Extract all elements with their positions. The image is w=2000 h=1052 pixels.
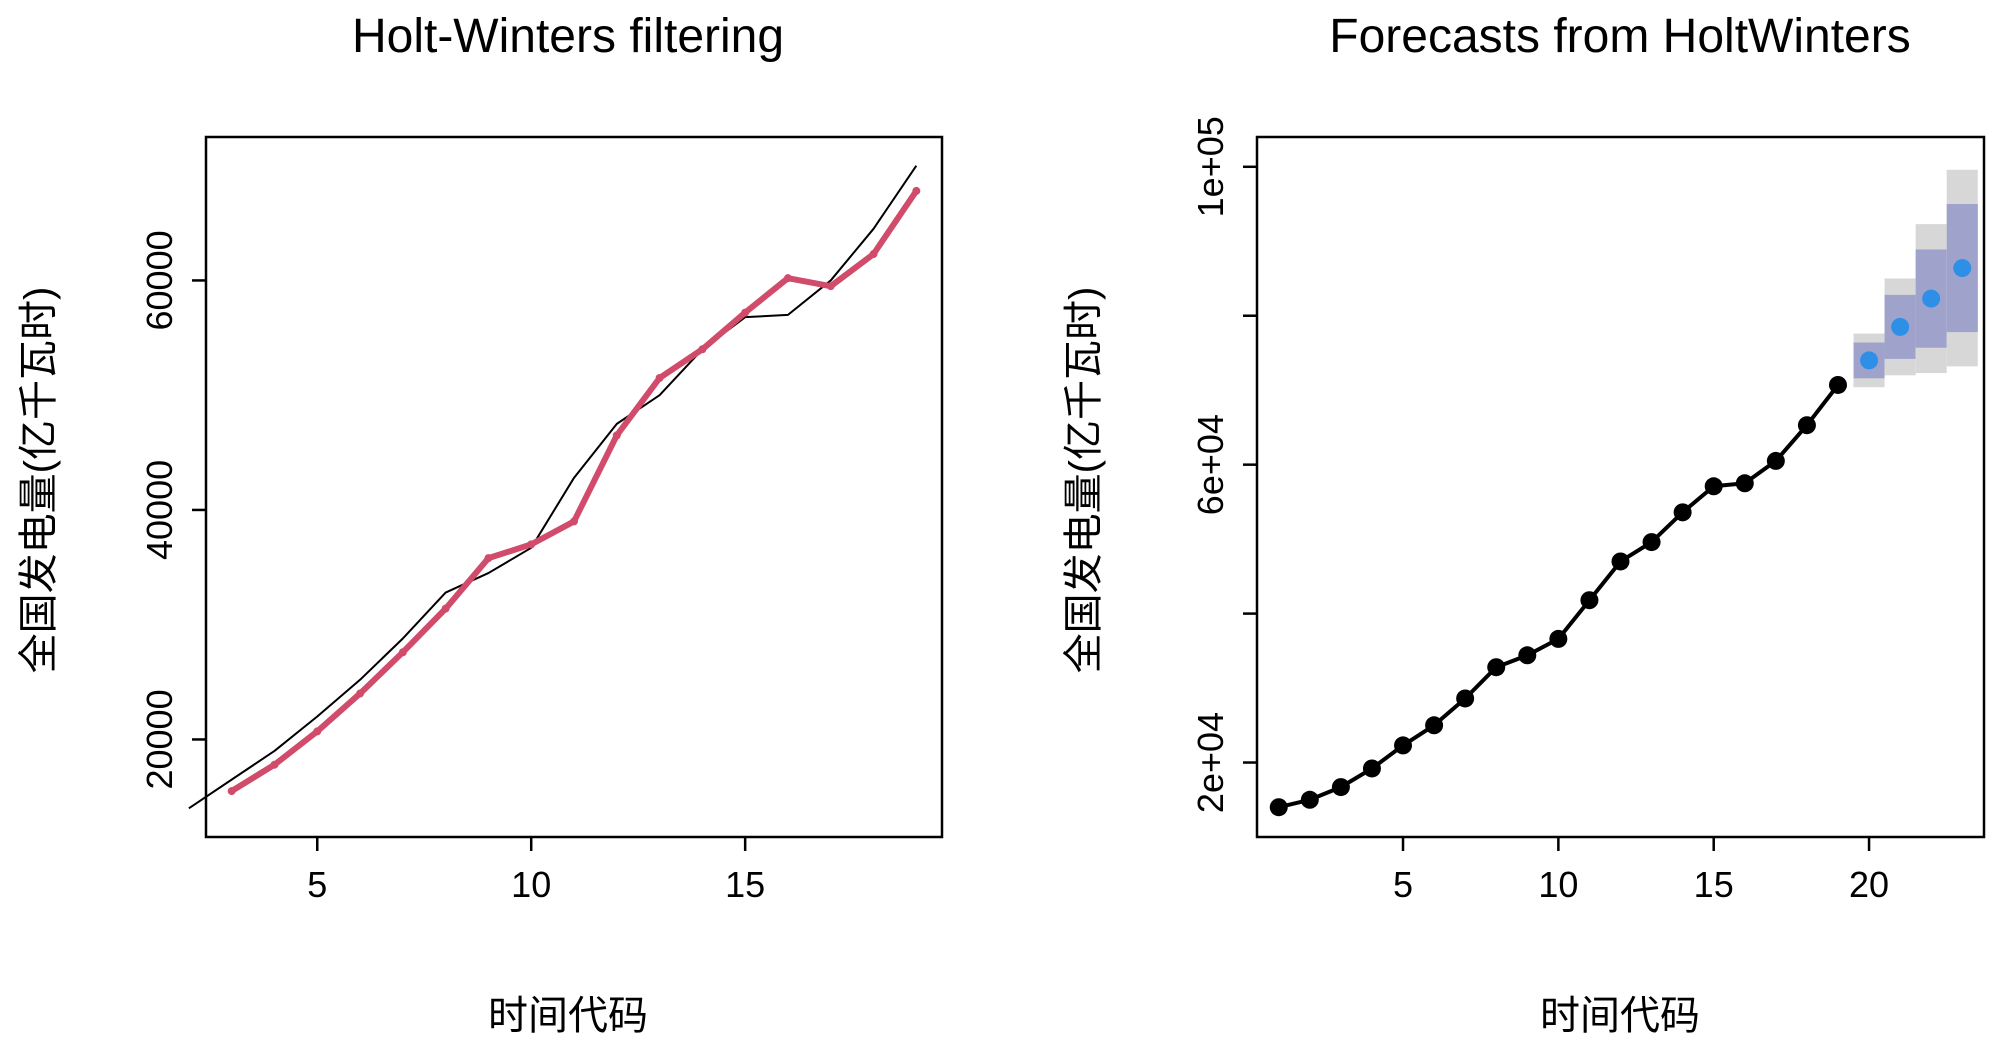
fitted-point	[869, 250, 878, 259]
x-tick-label: 20	[1849, 864, 1889, 905]
observed-point	[1487, 658, 1506, 677]
observed-point	[1456, 689, 1475, 708]
x-tick-label: 15	[1694, 864, 1734, 905]
y-tick-label: 1e+05	[1190, 116, 1231, 217]
fitted-point	[356, 689, 365, 698]
observed-point	[1766, 451, 1785, 470]
x-tick-label: 10	[511, 864, 551, 905]
fitted-point	[570, 517, 578, 526]
y-axis-label: 全国发电量(亿千瓦时)	[17, 287, 61, 674]
x-tick-label: 10	[1538, 864, 1578, 905]
fitted-point	[398, 648, 407, 657]
observed-point	[1642, 533, 1661, 552]
fitted-point	[698, 345, 707, 354]
observed-point	[1300, 790, 1319, 809]
fitted-point	[826, 282, 835, 291]
observed-point	[1580, 591, 1599, 610]
y-tick-label: 2e+04	[1190, 712, 1231, 813]
y-tick-label: 6e+04	[1190, 414, 1231, 515]
fitted-point	[484, 554, 493, 563]
observed-point	[1269, 798, 1288, 817]
plot-frame	[204, 135, 944, 839]
y-tick-label: 20000	[139, 689, 180, 789]
observed-point	[1362, 759, 1381, 778]
observed-point	[1425, 716, 1444, 735]
y-tick-label: 40000	[139, 460, 180, 560]
fitted-point	[313, 727, 322, 736]
x-tick-label: 5	[307, 864, 327, 905]
x-tick-label: 5	[1393, 864, 1413, 905]
observed-point	[1331, 778, 1350, 797]
x-tick-label: 15	[725, 864, 765, 905]
observed-point	[1611, 552, 1630, 571]
observed-point	[1394, 736, 1413, 755]
y-tick-label: 60000	[139, 230, 180, 330]
y-axis-label: 全国发电量(亿千瓦时)	[1062, 287, 1106, 674]
fitted-point	[912, 186, 921, 195]
observed-point	[1704, 477, 1723, 496]
fitted-point	[441, 604, 450, 613]
fitted-point	[527, 540, 536, 549]
observed-point	[1735, 474, 1754, 493]
fitted-point	[655, 373, 664, 382]
plot-frame	[1255, 135, 1986, 839]
forecast-point	[1953, 259, 1972, 278]
fitted-point	[227, 787, 236, 796]
fitted-point	[270, 760, 279, 769]
fitted-point	[612, 431, 621, 440]
forecasts-from-holtwinters-panel: Forecasts from HoltWinters 全国发电量(亿千瓦时) 时…	[1062, 10, 1986, 1038]
observed-point	[1797, 416, 1816, 435]
chart-title: Holt-Winters filtering	[352, 10, 784, 63]
observed-point	[1828, 375, 1847, 394]
x-axis-label: 时间代码	[488, 994, 648, 1038]
forecast-point	[1922, 289, 1941, 308]
x-axis-label: 时间代码	[1540, 994, 1700, 1038]
observed-point	[1673, 503, 1692, 522]
fitted-point	[741, 308, 750, 317]
fitted-point	[783, 274, 792, 283]
forecast-point	[1860, 351, 1879, 370]
chart-title: Forecasts from HoltWinters	[1329, 10, 1910, 63]
holt-winters-filtering-panel: Holt-Winters filtering 全国发电量(亿千瓦时) 时间代码 …	[17, 10, 944, 1038]
observed-point	[1518, 646, 1537, 665]
observed-series-line	[1278, 383, 1840, 810]
observed-point	[1549, 629, 1568, 648]
observed-series-line	[188, 165, 918, 810]
forecast-point	[1891, 317, 1910, 336]
